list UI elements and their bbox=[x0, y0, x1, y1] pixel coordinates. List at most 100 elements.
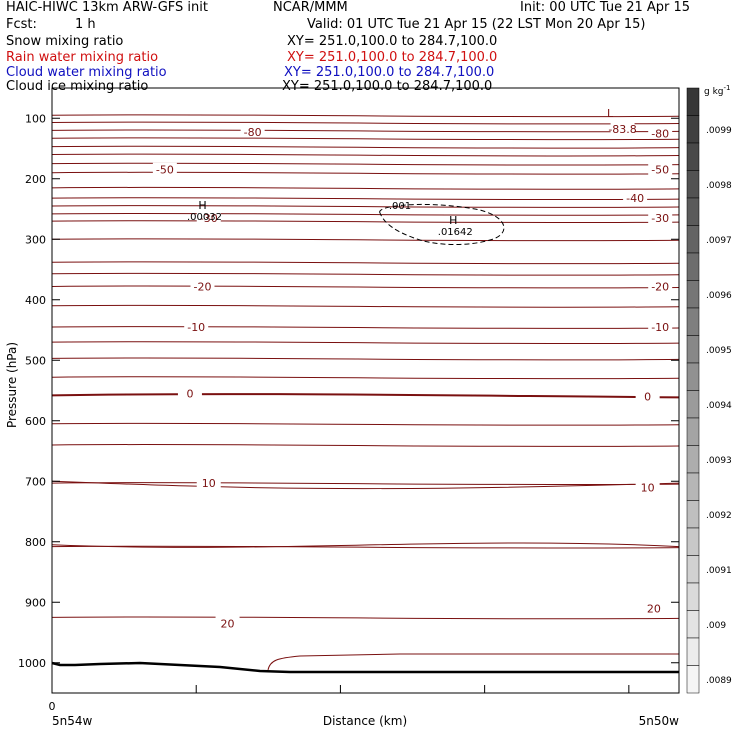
contour-labels: -80 -83.8 -80 -50 -50 -40 -30 -30 -20 -20 -10 -10 0 0… bbox=[152, 122, 673, 630]
center-label: NCAR/MMM bbox=[273, 0, 348, 15]
colorbar-label: .0097 bbox=[706, 236, 732, 246]
isotherm-line bbox=[51, 153, 680, 157]
isotherm-line bbox=[51, 482, 680, 486]
extremum-value: .00032 bbox=[187, 212, 222, 223]
isotherm-label: -10 bbox=[651, 321, 669, 334]
isotherm-line bbox=[51, 285, 680, 289]
x-tick-label-left-value: 0 bbox=[49, 700, 56, 713]
isotherm-label-bg bbox=[648, 162, 673, 175]
isotherm-label-bg bbox=[648, 211, 673, 224]
isotherm-line bbox=[51, 204, 680, 208]
isotherm-label: 10 bbox=[202, 477, 216, 490]
colorbar-units: g kg-1 bbox=[704, 84, 730, 97]
colorbar-cell bbox=[686, 665, 700, 694]
colorbar-cell bbox=[686, 197, 700, 226]
isotherm-line bbox=[51, 197, 680, 201]
field-name: Cloud ice mixing ratio bbox=[6, 79, 149, 94]
isotherm-label-bg bbox=[648, 319, 673, 332]
field-xy: XY= 251.0,100.0 to 284.7,100.0 bbox=[287, 34, 498, 49]
x-tick-label-right: 5n50w bbox=[639, 714, 680, 728]
extremum-letter: L bbox=[607, 107, 614, 120]
isotherm-line bbox=[51, 171, 680, 175]
colorbar-cell bbox=[686, 225, 700, 254]
isotherm-label: 20 bbox=[647, 602, 661, 615]
isotherm-line bbox=[51, 114, 680, 118]
isotherm-line bbox=[51, 443, 680, 447]
isotherm-line bbox=[51, 220, 680, 224]
colorbar: .0099 .0098 .0097 .0096 .0095 .0094 .0093 .0092… bbox=[686, 87, 732, 694]
colorbar-cell bbox=[686, 555, 700, 584]
fcst-value: 1 h bbox=[75, 17, 96, 32]
colorbar-cell bbox=[686, 472, 700, 501]
colorbar-units-text: g kg bbox=[704, 87, 724, 97]
colorbar-label: .009 bbox=[706, 621, 726, 631]
extremum-value: .01642 bbox=[438, 227, 473, 238]
isotherm-line bbox=[51, 341, 680, 345]
colorbar-label: .0092 bbox=[706, 511, 732, 521]
freezing-level-line bbox=[51, 393, 680, 399]
y-tick-label: 300 bbox=[25, 233, 46, 246]
colorbar-label: .0096 bbox=[706, 291, 732, 301]
y-tick-label: 400 bbox=[25, 294, 46, 307]
isotherm-line bbox=[51, 422, 680, 426]
isotherm-label-bg bbox=[240, 125, 265, 138]
fcst-label: Fcst: bbox=[6, 17, 37, 32]
y-tick-label: 800 bbox=[25, 536, 46, 549]
field-name: Rain water mixing ratio bbox=[6, 50, 159, 65]
isotherm-label-bg bbox=[635, 480, 660, 493]
isotherm-line bbox=[51, 121, 680, 125]
colorbar-cell bbox=[686, 610, 700, 639]
colorbar-cell bbox=[686, 500, 700, 529]
isotherm-label-bg bbox=[635, 389, 660, 402]
isotherm-line bbox=[51, 212, 680, 216]
x-tick-label-left: 5n54w bbox=[52, 714, 93, 728]
isotherm-label-bg bbox=[623, 191, 648, 204]
isotherm-label-bg bbox=[610, 122, 635, 135]
isotherm-line bbox=[51, 376, 680, 380]
isotherm-label-bg bbox=[196, 211, 221, 224]
temperature-contours bbox=[51, 114, 680, 620]
isotherm-label-bg bbox=[641, 601, 666, 614]
isotherm-line bbox=[51, 145, 680, 149]
isotherm-label-bg bbox=[184, 319, 209, 332]
terrain-contour-near-surface bbox=[267, 653, 679, 671]
field-xy: XY= 251.0,100.0 to 284.7,100.0 bbox=[284, 65, 495, 80]
isotherm-line bbox=[51, 137, 680, 141]
isotherm-label: -83.8 bbox=[608, 123, 636, 136]
colorbar-label: .0098 bbox=[706, 181, 732, 191]
isotherm-label: -50 bbox=[156, 164, 174, 177]
isotherm-line bbox=[51, 186, 680, 190]
isotherm-label: -30 bbox=[200, 212, 218, 225]
isotherm-label: -40 bbox=[626, 192, 644, 205]
field-xy: XY= 251.0,100.0 to 284.7,100.0 bbox=[282, 79, 493, 94]
isotherm-label: -30 bbox=[651, 212, 669, 225]
colorbar-label: .0089 bbox=[706, 676, 732, 686]
cloud-ice-contour bbox=[379, 203, 505, 245]
colorbar-cell bbox=[686, 307, 700, 336]
isotherm-label-bg bbox=[215, 616, 240, 629]
field-name: Cloud water mixing ratio bbox=[6, 65, 167, 80]
isotherm-line bbox=[51, 325, 680, 329]
x-axis-label: Distance (km) bbox=[323, 714, 407, 728]
isotherm-line bbox=[51, 480, 680, 490]
field-xy: XY= 251.0,100.0 to 284.7,100.0 bbox=[287, 50, 498, 65]
colorbar-cell bbox=[686, 335, 700, 364]
isotherm-label-bg bbox=[648, 126, 673, 139]
y-axis-label: Pressure (hPa) bbox=[5, 342, 19, 428]
colorbar-label: .0093 bbox=[706, 456, 732, 466]
terrain-line bbox=[51, 661, 679, 674]
colorbar-label: .0099 bbox=[706, 126, 732, 136]
colorbar-label: .0095 bbox=[706, 346, 732, 356]
colorbar-cell bbox=[686, 115, 700, 144]
isotherm-label: -20 bbox=[651, 280, 669, 293]
isotherm-label: -10 bbox=[187, 321, 205, 334]
isotherm-label: 10 bbox=[641, 481, 655, 494]
colorbar-cell bbox=[686, 87, 700, 116]
init-time: Init: 00 UTC Tue 21 Apr 15 bbox=[520, 0, 691, 15]
colorbar-label: .0091 bbox=[706, 566, 732, 576]
cloud-ice-dashed-contour bbox=[379, 203, 505, 245]
colorbar-cell bbox=[686, 527, 700, 556]
isotherm-label: 20 bbox=[221, 617, 235, 630]
